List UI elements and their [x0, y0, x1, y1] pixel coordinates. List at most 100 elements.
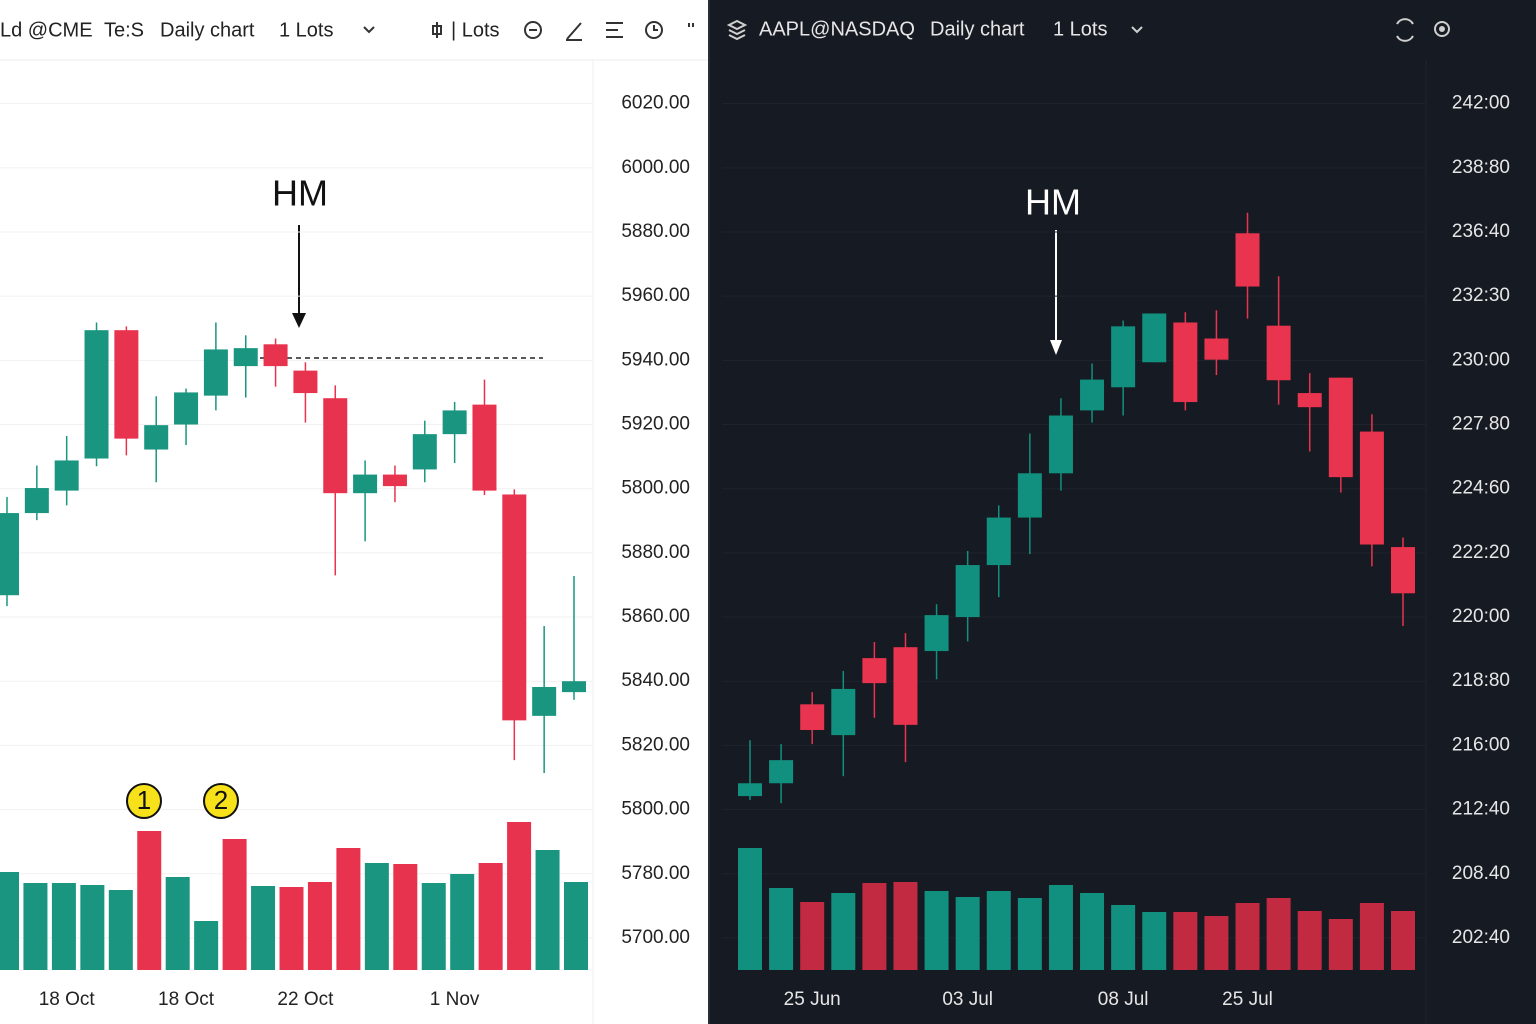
y-tick-label: 222:20: [1452, 542, 1510, 563]
candle-body: [114, 330, 139, 439]
y-tick-label: 218:80: [1452, 670, 1510, 691]
volume-bar: [51, 883, 76, 970]
x-tick-label: 25 Jun: [784, 989, 841, 1010]
candle-body: [323, 398, 348, 494]
interval[interactable]: Daily chart: [930, 18, 1025, 40]
volume-bar: [738, 848, 762, 970]
candle-body: [174, 392, 199, 425]
x-tick-label: 22 Oct: [277, 989, 334, 1010]
list-icon[interactable]: [606, 22, 623, 38]
candle-body: [144, 425, 169, 450]
candle-body: [293, 370, 318, 394]
y-tick-label: 208.40: [1452, 863, 1510, 884]
y-tick-label: 5800.00: [621, 478, 690, 499]
marker-circle: [203, 783, 239, 819]
y-tick-label: 5880.00: [621, 542, 690, 563]
y-tick-label: 5960.00: [621, 285, 690, 306]
candle-body: [924, 615, 949, 652]
y-tick-label: 5780.00: [621, 863, 690, 884]
y-tick-label: 202:40: [1452, 927, 1510, 948]
record-icon[interactable]: [1434, 21, 1450, 37]
volume-bar: [165, 877, 190, 970]
volume-bar: [769, 888, 794, 970]
refresh-icon[interactable]: [1396, 18, 1414, 42]
divider: [708, 0, 710, 1024]
y-tick-label: 238:80: [1452, 157, 1510, 178]
more-icon[interactable]: [688, 23, 694, 27]
candle-body: [1359, 431, 1384, 545]
volume-bar: [421, 883, 446, 970]
x-tick-label: 18 Oct: [39, 989, 96, 1010]
dropdown-icon[interactable]: [1131, 26, 1143, 34]
interval[interactable]: Daily chart: [160, 19, 255, 41]
candle-body: [986, 517, 1011, 566]
dropdown-icon[interactable]: [363, 26, 375, 34]
lots[interactable]: 1 Lots: [1053, 18, 1107, 40]
volume-bar: [1142, 912, 1167, 970]
volume-bar: [893, 882, 918, 970]
lots[interactable]: 1 Lots: [279, 19, 333, 41]
candle-icon[interactable]: [432, 22, 442, 38]
session[interactable]: Te:S: [104, 19, 144, 41]
volume-bar: [1173, 912, 1198, 970]
y-tick-label: 220:00: [1452, 606, 1510, 627]
hm-label: HM: [1025, 182, 1081, 223]
x-tick-label: 1 Nov: [430, 989, 480, 1010]
candle-body: [769, 760, 794, 784]
volume-bar: [1204, 916, 1229, 970]
indicator-icon[interactable]: [524, 21, 542, 39]
volume-bar: [450, 874, 475, 970]
hm-arrowhead: [1050, 340, 1062, 355]
y-tick-label: 232:30: [1452, 285, 1510, 306]
volume-bar: [862, 883, 887, 970]
candle-body: [412, 434, 437, 470]
volume-bar: [251, 886, 276, 970]
volume-bar: [831, 893, 856, 970]
candle-body: [1142, 313, 1167, 363]
volume-bar: [800, 902, 825, 970]
y-tick-label: 6000.00: [621, 157, 690, 178]
volume-bar: [23, 883, 48, 970]
candle-body: [353, 474, 378, 494]
logo-icon: [726, 19, 748, 41]
candle-body: [1204, 338, 1229, 360]
volume-bar: [364, 863, 389, 970]
lots-button[interactable]: | Lots: [451, 19, 500, 41]
candle-body: [862, 658, 887, 684]
clock-hands: [653, 25, 658, 31]
volume-bar: [986, 891, 1011, 970]
volume-bar: [336, 848, 361, 970]
candle-body: [203, 349, 228, 396]
right-panel: [710, 0, 1536, 1024]
marker-circle: [126, 783, 162, 819]
y-tick-label: 5700.00: [621, 927, 690, 948]
symbol[interactable]: Ld @CME: [0, 19, 93, 41]
volume-bar: [535, 850, 560, 970]
hm-label: HM: [272, 173, 328, 214]
candle-body: [233, 348, 258, 367]
candle-body: [84, 330, 109, 459]
y-tick-label: 5860.00: [621, 606, 690, 627]
draw-icon[interactable]: [566, 22, 582, 41]
candle-body: [1173, 322, 1198, 403]
y-tick-label: 216:00: [1452, 734, 1510, 755]
x-tick-label: 03 Jul: [942, 989, 993, 1010]
volume-bar: [279, 887, 304, 970]
x-tick-label: 18 Oct: [158, 989, 215, 1010]
record-dot: [1439, 26, 1445, 32]
candle-body: [1017, 473, 1042, 518]
candle-body: [955, 565, 980, 618]
volume-bar: [222, 839, 247, 970]
y-tick-label: 5920.00: [621, 414, 690, 435]
volume-bar: [564, 882, 588, 970]
clock-icon[interactable]: [645, 21, 663, 39]
y-tick-label: 5820.00: [621, 734, 690, 755]
candle-body: [532, 686, 557, 716]
candle-body: [893, 647, 918, 725]
candle-body: [1328, 377, 1353, 478]
candle-body: [738, 783, 762, 797]
symbol[interactable]: AAPL@NASDAQ: [759, 18, 915, 40]
hm-arrowhead: [292, 313, 306, 328]
candle-body: [562, 681, 586, 693]
candle-body: [382, 474, 407, 487]
